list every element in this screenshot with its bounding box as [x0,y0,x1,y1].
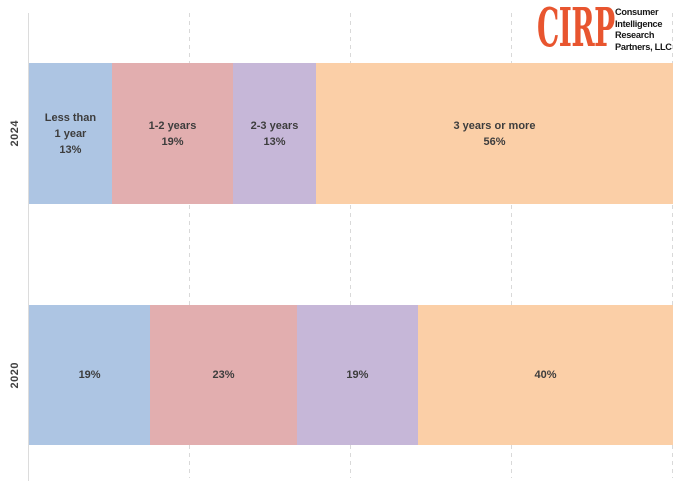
y-axis-label-text: 2024 [8,120,21,147]
y-axis-line [28,13,29,481]
segment-label: 19% [79,367,101,383]
segment-2024-1-2-years: 1-2 years 19% [111,63,234,204]
segment-2020-3-years-or-more: 40% [417,305,674,445]
segment-label-line: 19% [78,369,101,381]
bar-2020: 19% 23% 19% 40% [29,305,674,445]
bar-2024: Less than 1 year 13% 1-2 years 19% 2-3 y… [29,63,673,204]
segment-2020-1-2-years: 23% [150,305,297,445]
segment-2020-2-3-years: 19% [296,305,418,445]
segment-label-line: 56% [483,135,506,148]
segment-label: Less than 1 year 13% [45,110,96,158]
segment-label-line: 13% [59,143,82,156]
segment-label: 40% [534,367,556,383]
segment-label: 2-3 years 13% [251,118,299,150]
gridline-75pct [511,13,512,478]
segment-2024-3-years-or-more: 3 years or more 56% [315,63,673,204]
segment-label: 3 years or more 56% [454,118,536,150]
cirp-tagline: Consumer Intelligence Research Partners,… [615,7,683,53]
segment-label-line: Less than [44,111,97,124]
segment-2020-less-than-1-year: 19% [29,305,151,445]
segment-label: 1-2 years 19% [149,118,197,150]
segment-2024-less-than-1-year: Less than 1 year 13% [29,63,112,204]
segment-label-line: 2-3 years [250,119,299,132]
segment-label-line: 1 year [54,127,87,140]
y-axis-label-2020: 2020 [0,305,29,445]
gridline-100pct [672,13,673,478]
segment-label-line: 19% [161,135,184,148]
segment-label-line: 23% [212,369,235,381]
cirp-tagline-line: Consumer [615,7,659,18]
plot-area: Less than 1 year 13% 1-2 years 19% 2-3 y… [28,13,674,481]
cirp-tagline-line: Partners, LLC [615,41,672,53]
gridline-50pct [350,13,351,478]
y-axis-label-2024: 2024 [0,63,29,204]
segment-label-line: 19% [346,369,369,381]
segment-2024-2-3-years: 2-3 years 13% [233,63,316,204]
cirp-logo: CIRP Consumer Intelligence Research Part… [537,1,685,55]
cirp-tagline-line: Intelligence [615,18,663,30]
segment-label-line: 40% [534,369,557,381]
segment-label-line: 1-2 years [148,119,197,132]
segment-label-line: 3 years or more [453,119,536,132]
segment-label: 23% [212,367,234,383]
gridline-25pct [189,13,190,478]
segment-label: 19% [346,367,368,383]
y-axis-label-text: 2020 [8,361,21,389]
cirp-tagline-line: Research [615,30,655,42]
segment-label-line: 13% [263,135,286,148]
